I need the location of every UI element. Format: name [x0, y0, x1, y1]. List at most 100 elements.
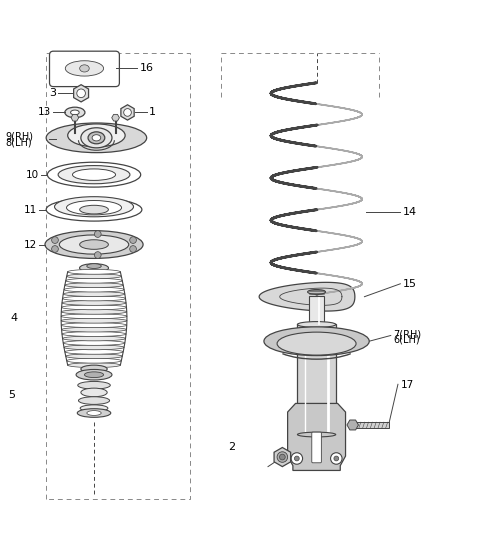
Polygon shape: [259, 282, 355, 311]
Ellipse shape: [48, 162, 141, 187]
Ellipse shape: [87, 411, 101, 415]
Ellipse shape: [298, 432, 336, 437]
Ellipse shape: [80, 65, 89, 72]
Circle shape: [77, 89, 85, 98]
Ellipse shape: [78, 382, 110, 389]
FancyBboxPatch shape: [312, 432, 322, 463]
Circle shape: [124, 109, 132, 116]
Ellipse shape: [46, 198, 142, 221]
Circle shape: [95, 230, 101, 237]
Text: 12: 12: [24, 239, 36, 249]
Ellipse shape: [298, 321, 336, 328]
Circle shape: [52, 246, 59, 252]
Ellipse shape: [80, 240, 108, 249]
Ellipse shape: [67, 200, 121, 215]
Circle shape: [277, 452, 288, 463]
Polygon shape: [71, 114, 79, 121]
Ellipse shape: [65, 283, 123, 287]
Text: 7(RH): 7(RH): [393, 329, 421, 339]
Ellipse shape: [63, 340, 125, 345]
Circle shape: [279, 454, 285, 460]
Ellipse shape: [58, 166, 130, 184]
Ellipse shape: [67, 274, 121, 278]
Circle shape: [130, 237, 136, 243]
Text: 4: 4: [10, 314, 17, 324]
Circle shape: [130, 246, 136, 252]
Text: 2: 2: [228, 442, 235, 453]
Polygon shape: [112, 114, 120, 121]
Ellipse shape: [61, 310, 127, 314]
Polygon shape: [274, 448, 291, 466]
Ellipse shape: [61, 327, 126, 332]
Polygon shape: [298, 324, 336, 435]
Ellipse shape: [81, 388, 107, 397]
Polygon shape: [121, 105, 134, 120]
Ellipse shape: [55, 196, 133, 217]
Ellipse shape: [76, 369, 112, 380]
Ellipse shape: [68, 124, 125, 147]
Ellipse shape: [77, 408, 111, 417]
Text: 3: 3: [49, 88, 56, 98]
Text: 16: 16: [140, 64, 154, 74]
Ellipse shape: [84, 372, 104, 378]
Ellipse shape: [68, 363, 120, 368]
Ellipse shape: [64, 345, 124, 350]
Ellipse shape: [264, 327, 369, 355]
Ellipse shape: [66, 354, 122, 359]
Circle shape: [95, 252, 101, 258]
Ellipse shape: [65, 61, 104, 76]
Circle shape: [52, 237, 59, 243]
Ellipse shape: [80, 264, 108, 272]
Circle shape: [334, 456, 339, 461]
Ellipse shape: [308, 290, 325, 294]
Text: 13: 13: [38, 108, 51, 117]
Ellipse shape: [63, 292, 125, 296]
Text: 10: 10: [26, 170, 39, 180]
Circle shape: [291, 453, 302, 464]
Ellipse shape: [45, 230, 143, 258]
Circle shape: [331, 453, 342, 464]
Ellipse shape: [61, 323, 127, 328]
Ellipse shape: [64, 287, 124, 292]
Text: 1: 1: [149, 108, 156, 117]
Ellipse shape: [65, 349, 123, 354]
Text: 9(RH): 9(RH): [5, 131, 34, 141]
Text: 14: 14: [403, 207, 417, 217]
Ellipse shape: [81, 365, 107, 373]
Ellipse shape: [66, 278, 122, 283]
Ellipse shape: [68, 270, 120, 274]
Ellipse shape: [62, 301, 126, 305]
Ellipse shape: [80, 205, 108, 214]
Ellipse shape: [78, 397, 109, 405]
Polygon shape: [347, 420, 359, 430]
Ellipse shape: [60, 235, 129, 254]
Text: 17: 17: [400, 380, 414, 390]
Ellipse shape: [61, 318, 127, 323]
FancyBboxPatch shape: [49, 51, 120, 86]
Ellipse shape: [92, 134, 101, 141]
Ellipse shape: [65, 107, 85, 118]
Text: 5: 5: [8, 390, 15, 400]
Text: 8(LH): 8(LH): [5, 137, 32, 147]
Polygon shape: [310, 296, 324, 327]
Ellipse shape: [87, 264, 101, 268]
Ellipse shape: [62, 331, 126, 336]
Ellipse shape: [72, 169, 116, 180]
Ellipse shape: [46, 123, 147, 153]
Ellipse shape: [81, 128, 112, 148]
Text: 6(LH): 6(LH): [393, 335, 420, 345]
Text: 15: 15: [403, 279, 417, 289]
Ellipse shape: [80, 405, 108, 412]
Ellipse shape: [88, 132, 105, 144]
Ellipse shape: [62, 296, 125, 301]
Ellipse shape: [277, 332, 356, 355]
Ellipse shape: [61, 305, 126, 310]
Circle shape: [294, 456, 299, 461]
Ellipse shape: [62, 336, 125, 341]
Ellipse shape: [61, 314, 127, 319]
Ellipse shape: [71, 110, 79, 115]
Polygon shape: [353, 422, 389, 428]
Polygon shape: [73, 85, 89, 102]
Polygon shape: [288, 403, 346, 470]
Text: 11: 11: [24, 205, 36, 215]
